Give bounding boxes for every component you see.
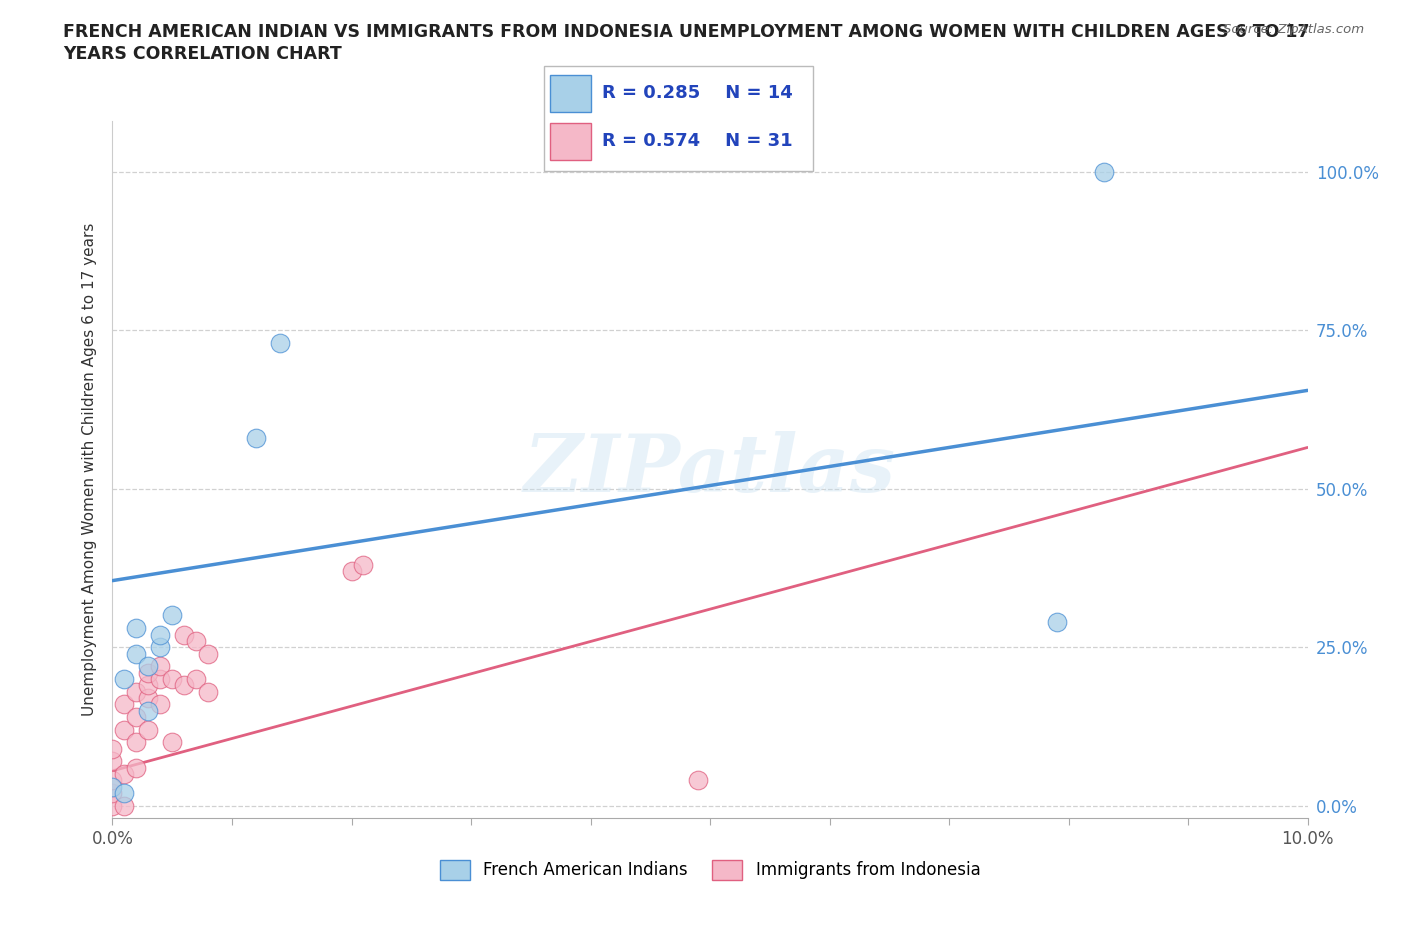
Text: ZIPatlas: ZIPatlas xyxy=(524,431,896,509)
FancyBboxPatch shape xyxy=(550,123,591,160)
Point xyxy=(114,723,135,737)
Point xyxy=(162,671,183,686)
Point xyxy=(138,665,160,680)
Point xyxy=(101,786,124,801)
Point xyxy=(125,710,148,724)
Point xyxy=(125,646,148,661)
Text: R = 0.285    N = 14: R = 0.285 N = 14 xyxy=(602,84,793,102)
Point xyxy=(114,766,135,781)
Point xyxy=(173,627,195,642)
Text: Source: ZipAtlas.com: Source: ZipAtlas.com xyxy=(1223,23,1364,36)
Point xyxy=(197,684,219,699)
Y-axis label: Unemployment Among Women with Children Ages 6 to 17 years: Unemployment Among Women with Children A… xyxy=(82,223,97,716)
Point xyxy=(149,627,172,642)
Point xyxy=(125,684,148,699)
Point xyxy=(688,773,710,788)
Point xyxy=(101,754,124,769)
Point xyxy=(1046,615,1069,630)
Point xyxy=(173,678,195,693)
Point xyxy=(162,735,183,750)
Point xyxy=(138,703,160,718)
Point xyxy=(138,678,160,693)
Point xyxy=(197,646,219,661)
Text: R = 0.574    N = 31: R = 0.574 N = 31 xyxy=(602,132,792,150)
Legend: French American Indians, Immigrants from Indonesia: French American Indians, Immigrants from… xyxy=(433,853,987,887)
Point xyxy=(138,723,160,737)
Point xyxy=(269,336,291,351)
FancyBboxPatch shape xyxy=(544,66,813,171)
Text: FRENCH AMERICAN INDIAN VS IMMIGRANTS FROM INDONESIA UNEMPLOYMENT AMONG WOMEN WIT: FRENCH AMERICAN INDIAN VS IMMIGRANTS FRO… xyxy=(63,23,1310,41)
Point xyxy=(149,671,172,686)
Point xyxy=(340,564,363,578)
Point xyxy=(353,557,375,572)
Point xyxy=(149,658,172,673)
Point xyxy=(1094,165,1116,179)
Point xyxy=(114,798,135,813)
Point xyxy=(114,697,135,711)
Point xyxy=(101,798,124,813)
Point xyxy=(186,633,208,648)
Point xyxy=(245,431,267,445)
Point xyxy=(138,690,160,705)
Point xyxy=(125,760,148,775)
Point xyxy=(125,620,148,635)
Point xyxy=(114,671,135,686)
Point xyxy=(101,779,124,794)
Point xyxy=(149,640,172,655)
Point xyxy=(186,671,208,686)
Point xyxy=(101,773,124,788)
FancyBboxPatch shape xyxy=(550,74,591,113)
Text: YEARS CORRELATION CHART: YEARS CORRELATION CHART xyxy=(63,45,342,62)
Point xyxy=(101,741,124,756)
Point xyxy=(138,658,160,673)
Point xyxy=(114,786,135,801)
Point xyxy=(162,608,183,623)
Point xyxy=(125,735,148,750)
Point xyxy=(149,697,172,711)
